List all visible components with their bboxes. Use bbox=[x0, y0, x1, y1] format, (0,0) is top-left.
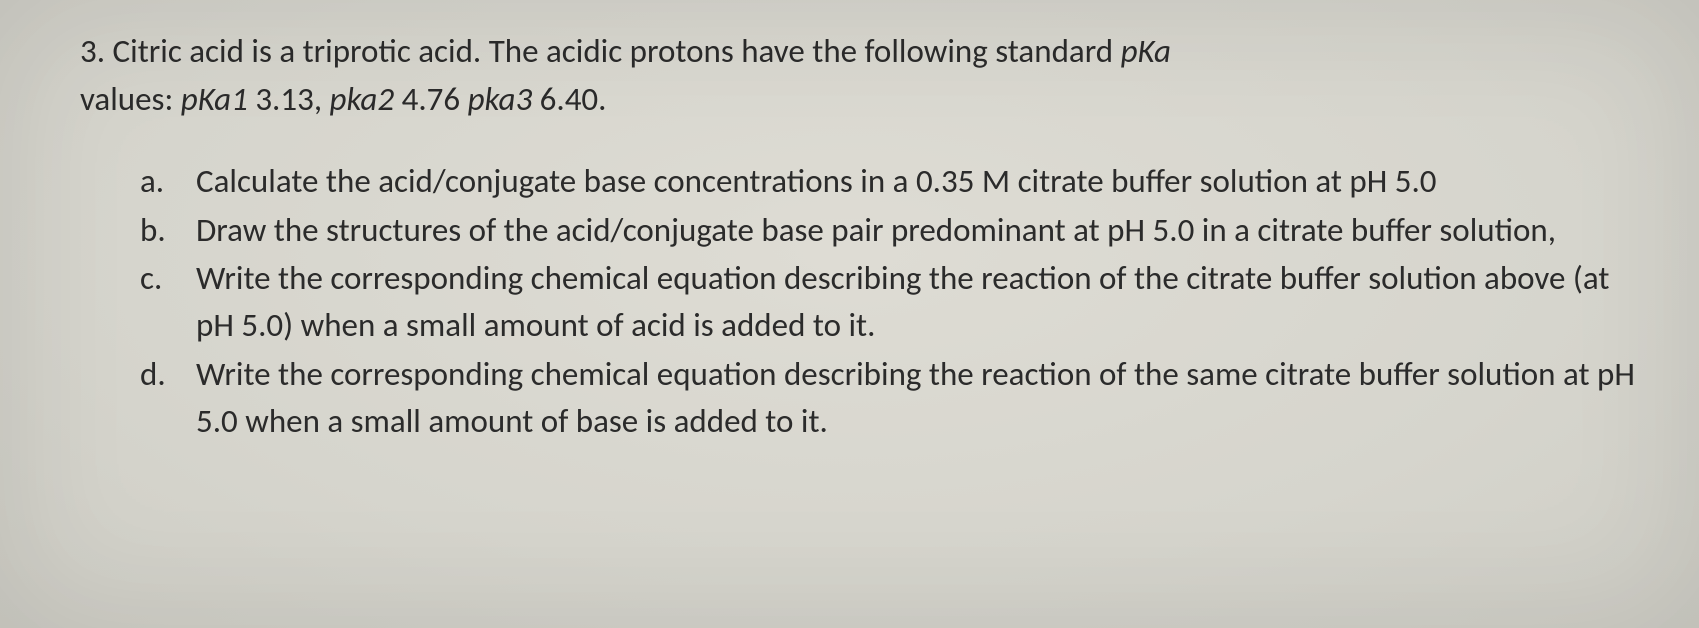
part-c: c. Write the corresponding chemical equa… bbox=[140, 255, 1639, 349]
part-a-text: Calculate the acid/conjugate base concen… bbox=[196, 158, 1639, 205]
pka2-label: pka2 bbox=[330, 79, 395, 119]
pka1-label: pKa1 bbox=[181, 79, 248, 119]
stem-text-2: values: bbox=[80, 79, 181, 119]
part-b-text: Draw the structures of the acid/conjugat… bbox=[196, 207, 1639, 254]
pka3-label: pka3 bbox=[468, 79, 533, 119]
pka-label: pKa bbox=[1121, 31, 1171, 71]
part-c-text: Write the corresponding chemical equatio… bbox=[196, 255, 1639, 349]
question-stem: 3. Citric acid is a triprotic acid. The … bbox=[80, 28, 1639, 124]
part-c-letter: c. bbox=[140, 255, 196, 349]
pka2-value: 4.76 bbox=[394, 79, 467, 119]
part-b-letter: b. bbox=[140, 207, 196, 254]
pka3-value: 6.40. bbox=[532, 79, 606, 119]
part-b: b. Draw the structures of the acid/conju… bbox=[140, 207, 1639, 254]
part-d: d. Write the corresponding chemical equa… bbox=[140, 351, 1639, 445]
page: 3. Citric acid is a triprotic acid. The … bbox=[0, 0, 1699, 628]
stem-text-1: Citric acid is a triprotic acid. The aci… bbox=[113, 31, 1121, 71]
part-d-letter: d. bbox=[140, 351, 196, 445]
sub-parts-list: a. Calculate the acid/conjugate base con… bbox=[80, 158, 1639, 445]
part-a: a. Calculate the acid/conjugate base con… bbox=[140, 158, 1639, 205]
question-number: 3. bbox=[80, 31, 105, 71]
pka1-value: 3.13, bbox=[248, 79, 330, 119]
part-d-text: Write the corresponding chemical equatio… bbox=[196, 351, 1639, 445]
part-a-letter: a. bbox=[140, 158, 196, 205]
